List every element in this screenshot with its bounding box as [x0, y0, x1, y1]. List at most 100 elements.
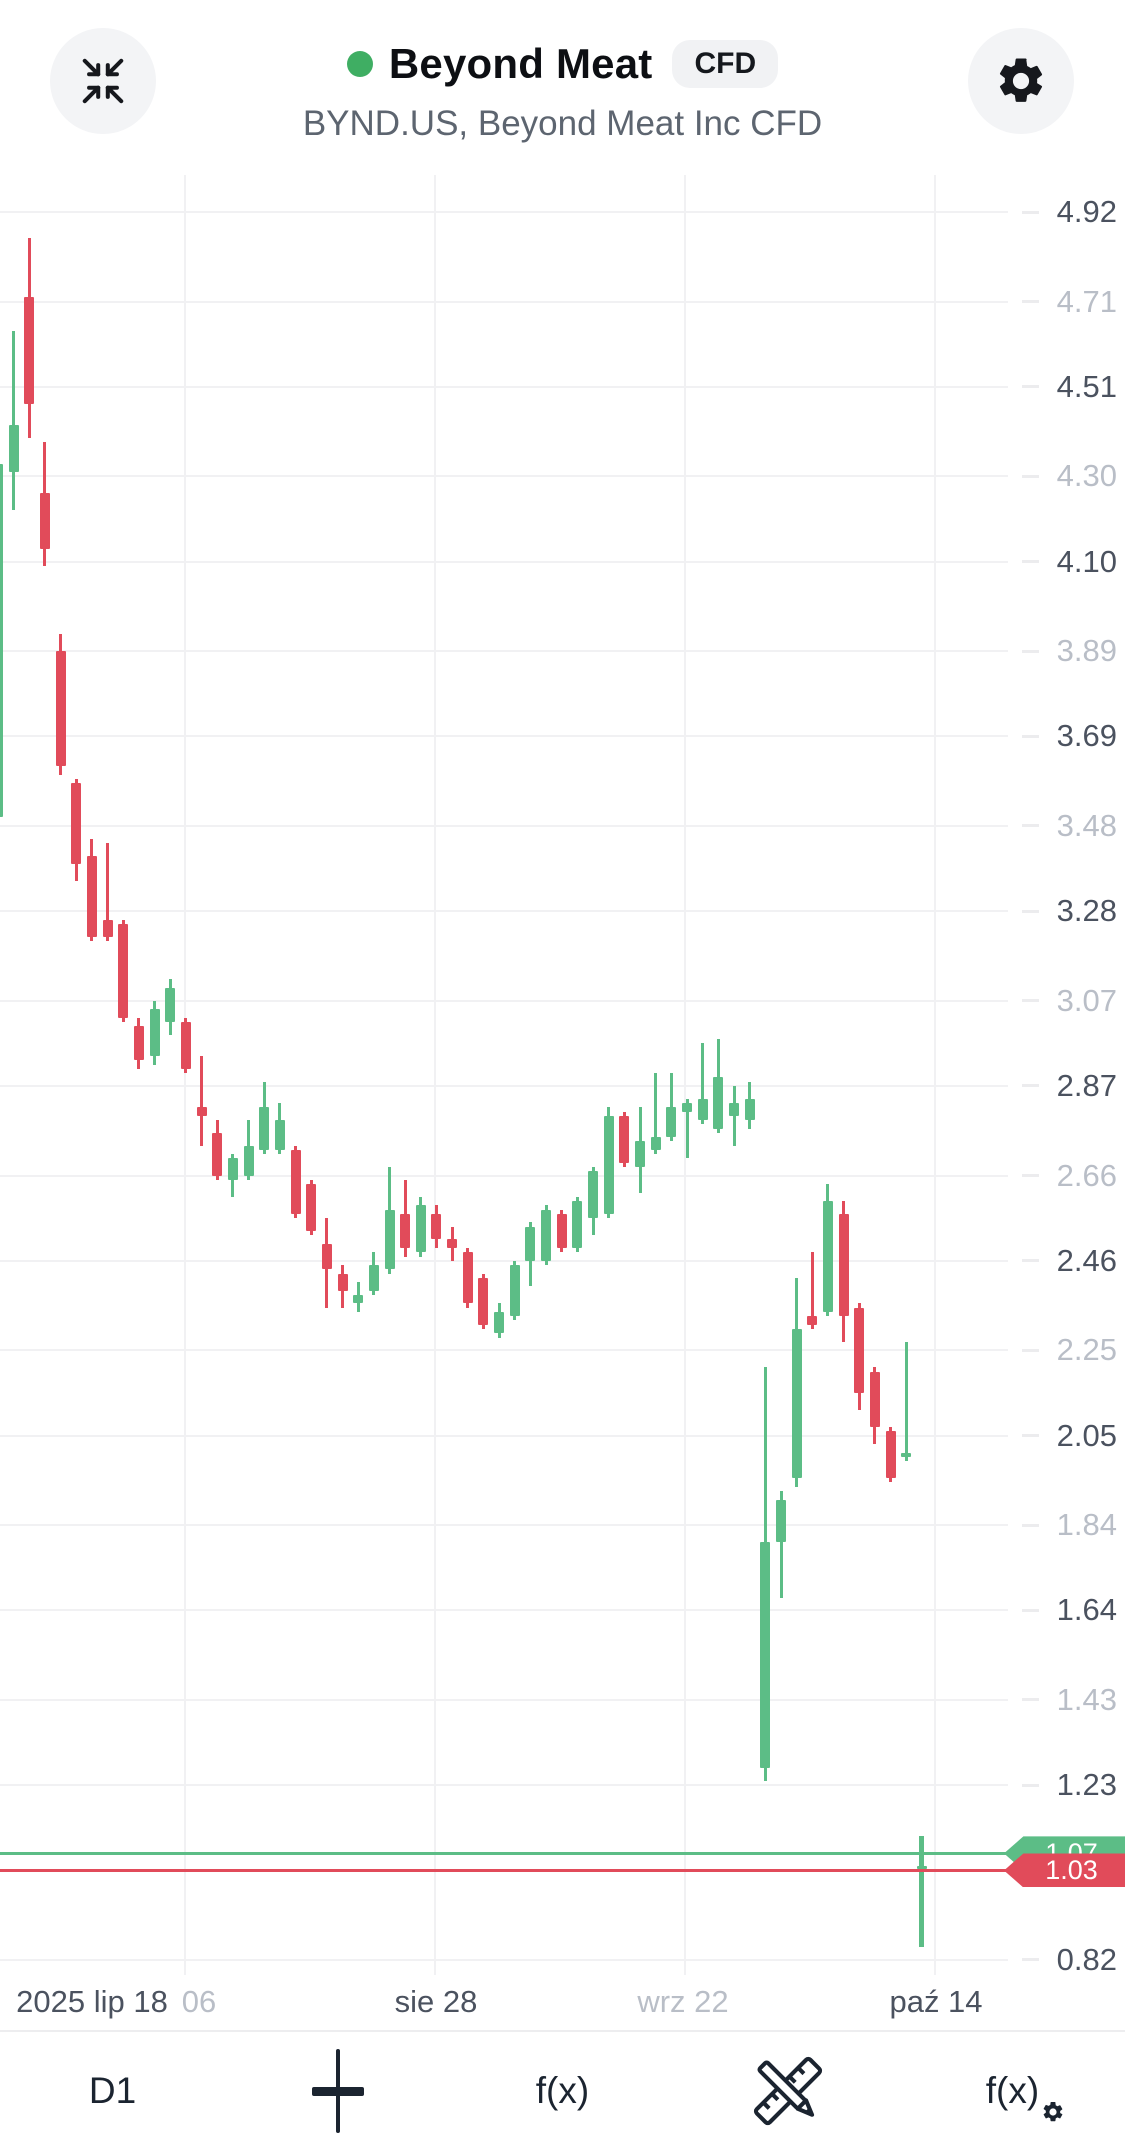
header: Beyond Meat CFD BYND.US, Beyond Meat Inc… [0, 0, 1125, 170]
indicator-settings-button[interactable]: f(x) [900, 2032, 1125, 2149]
candle-body [353, 1294, 364, 1304]
gridline-horizontal [0, 1434, 1008, 1437]
price-axis-label: 1.23 [1056, 1767, 1117, 1803]
candle-wick [919, 1836, 925, 1948]
indicators-button[interactable]: f(x) [450, 2032, 675, 2149]
gridline-horizontal [0, 999, 1008, 1002]
chart-toolbar: D1 f(x) f(x) [0, 2030, 1125, 2149]
candle-wick [810, 1252, 814, 1329]
gridline-horizontal [0, 650, 1008, 653]
gridline-horizontal [0, 1524, 1008, 1527]
candle-body [760, 1542, 771, 1769]
gridline-vertical [184, 175, 186, 1975]
time-axis-label: 06 [181, 1984, 217, 2019]
candle-body [24, 297, 35, 404]
gridline-horizontal [0, 1174, 1008, 1177]
time-axis[interactable]: 2025 lip 18 06 sie 28 wrz 22 paź 14 [0, 1978, 1125, 2030]
axis-tick [1022, 1434, 1039, 1438]
candle-body [71, 783, 82, 865]
candle-body [462, 1252, 473, 1304]
price-axis-label: 3.69 [1056, 718, 1117, 754]
price-axis[interactable]: 4.92 4.71 4.51 4.30 4.10 3.89 3.69 3.48 3.28 3.07… [1008, 0, 1125, 2030]
chart-settings-button[interactable] [968, 28, 1074, 134]
axis-tick [1022, 999, 1039, 1003]
candle-body [243, 1145, 254, 1176]
candle-body [869, 1371, 880, 1428]
candle-body [854, 1307, 865, 1393]
axis-tick [1022, 1523, 1039, 1527]
price-axis-label: 4.92 [1056, 194, 1117, 229]
timeframe-button[interactable]: D1 [0, 2032, 225, 2149]
price-axis-label: 2.25 [1056, 1332, 1117, 1368]
candle-body [697, 1098, 708, 1121]
gear-icon [994, 54, 1048, 108]
candle-body [259, 1107, 270, 1150]
axis-tick [1022, 649, 1039, 653]
candle-body [525, 1226, 536, 1261]
candle-body [682, 1103, 693, 1112]
market-open-dot [346, 51, 373, 77]
candle-body [86, 855, 97, 937]
axis-tick [1022, 1174, 1039, 1178]
candle-body [447, 1239, 458, 1248]
candle-body [118, 923, 129, 1018]
axis-tick [1022, 824, 1039, 828]
drawing-tools-button[interactable] [675, 2032, 900, 2149]
gridline-horizontal [0, 560, 1008, 563]
candle-body [666, 1107, 677, 1138]
candle-body [807, 1316, 818, 1325]
axis-tick [1022, 909, 1039, 913]
price-axis-label: 2.46 [1056, 1242, 1117, 1278]
candle-body [180, 1022, 191, 1069]
axis-tick [1022, 1259, 1039, 1263]
candle-body [384, 1209, 395, 1270]
price-chart[interactable] [0, 0, 1008, 2030]
candle-wick [732, 1085, 736, 1146]
candle-body [212, 1132, 223, 1176]
price-axis-label: 2.05 [1056, 1417, 1117, 1453]
time-axis-label: 2025 lip 18 [12, 1984, 172, 2020]
axis-tick [1022, 1958, 1039, 1962]
collapse-arrows-icon [79, 57, 127, 105]
price-axis-label: 4.51 [1056, 368, 1117, 404]
candle-body [729, 1103, 740, 1116]
candle-body [494, 1311, 505, 1334]
gridline-vertical [434, 175, 436, 1975]
candle-body [431, 1213, 442, 1240]
candle-body [556, 1213, 567, 1248]
crosshair-add-button[interactable] [225, 2032, 450, 2149]
price-axis-label: 1.64 [1056, 1592, 1117, 1628]
gridline-horizontal [0, 824, 1008, 827]
candle-body [744, 1098, 755, 1121]
cfd-badge: CFD [672, 40, 779, 88]
candle-body [713, 1077, 724, 1129]
axis-tick [1022, 1084, 1039, 1088]
collapse-chart-button[interactable] [50, 28, 156, 134]
bid-price-line [0, 1868, 1008, 1872]
candle-body [901, 1452, 912, 1457]
candle-body [227, 1158, 238, 1180]
axis-tick [1022, 1608, 1039, 1612]
candle-body [274, 1120, 285, 1150]
candle-body [588, 1171, 599, 1219]
gridline-horizontal [0, 385, 1008, 388]
candle-body [822, 1201, 833, 1312]
candle-wick [12, 331, 16, 511]
candle-body [133, 1026, 144, 1061]
gridline-horizontal [0, 1958, 1008, 1961]
axis-tick [1022, 1698, 1039, 1702]
candle-body [196, 1107, 207, 1116]
plus-icon [298, 2048, 378, 2133]
axis-tick [1022, 474, 1039, 478]
time-axis-label: sie 28 [390, 1984, 482, 2020]
instrument-title-row[interactable]: Beyond Meat CFD [0, 36, 1125, 92]
time-axis-label: paź 14 [885, 1984, 987, 2020]
candle-body [149, 1009, 160, 1057]
axis-tick [1022, 734, 1039, 738]
price-axis-label: 2.66 [1056, 1157, 1117, 1193]
gridline-vertical [934, 175, 936, 1975]
candle-body [368, 1265, 379, 1291]
candle-body [776, 1499, 786, 1543]
gridline-horizontal [0, 1698, 1008, 1701]
candle-body [8, 425, 19, 473]
